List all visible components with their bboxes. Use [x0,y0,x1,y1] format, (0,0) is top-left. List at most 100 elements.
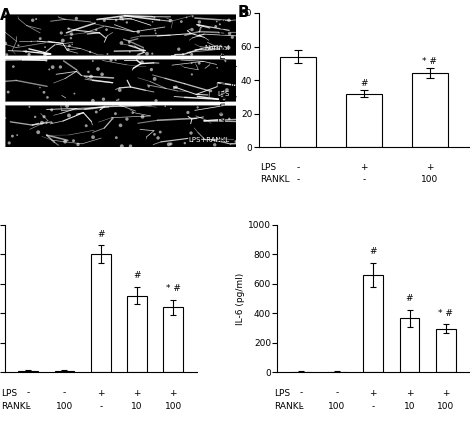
Text: -: - [27,402,30,411]
Text: RANKL: RANKL [1,402,31,411]
Point [26,103,33,110]
Text: #: # [370,248,377,256]
Point [63,103,71,110]
Point [220,96,228,103]
Point [123,19,131,26]
Point [22,48,30,55]
Point [216,21,224,28]
Point [187,129,195,136]
Point [232,138,240,145]
Point [149,18,156,25]
Point [112,17,120,24]
Point [156,129,164,136]
Text: -: - [362,175,365,184]
Point [5,139,13,146]
Text: #: # [133,271,141,280]
Point [115,96,122,103]
Text: +: + [133,389,141,397]
Point [151,131,158,138]
Text: A: A [0,8,12,23]
Text: -: - [336,389,339,397]
Point [112,56,119,63]
Point [220,88,228,95]
Point [165,141,173,148]
Point [31,113,39,120]
Point [98,71,106,78]
Point [68,41,76,48]
Point [118,143,126,150]
Point [36,35,44,42]
Point [65,42,73,49]
Text: * #: * # [422,57,437,66]
Point [119,16,127,23]
Point [73,15,80,22]
Point [162,103,169,110]
Point [64,46,72,53]
Text: LPS: LPS [273,389,290,397]
Point [15,42,22,49]
Point [85,68,92,75]
Text: 10: 10 [404,402,415,411]
Point [181,140,189,147]
Text: 10: 10 [131,402,143,411]
Text: -: - [99,402,102,411]
Point [104,51,111,58]
Bar [364,275,383,372]
Point [118,39,125,46]
Text: 100: 100 [437,402,455,411]
Text: -: - [296,175,300,184]
Text: +: + [370,389,377,397]
Point [40,113,48,120]
Point [195,60,203,67]
Point [129,109,137,116]
Point [184,109,191,116]
Point [194,104,201,111]
Point [139,113,146,120]
Bar [436,329,456,372]
Point [217,42,225,49]
Point [172,84,180,90]
Text: LPS+RANKL: LPS+RANKL [188,136,229,142]
Point [218,111,225,118]
Point [226,30,233,37]
Point [219,52,226,58]
Point [9,63,17,70]
Point [148,50,156,57]
Point [221,58,229,65]
Point [143,50,151,57]
Point [218,92,226,99]
Point [134,102,141,109]
Bar [411,73,448,147]
Point [151,75,158,82]
Bar [163,307,183,372]
Point [167,140,175,147]
Text: +: + [360,163,368,172]
Point [92,109,100,116]
Text: #: # [360,79,368,87]
Point [1,40,9,47]
Point [82,122,90,129]
Point [40,89,48,96]
Point [112,110,119,117]
Point [3,51,10,58]
Point [126,39,133,46]
Text: B: B [237,5,249,20]
Point [147,66,155,73]
Bar [5,59,237,101]
Point [27,38,35,45]
Point [89,58,97,65]
Point [35,129,42,136]
Point [213,18,220,25]
Text: +: + [442,389,449,397]
Point [228,34,236,41]
Text: 100: 100 [56,402,73,411]
Point [196,19,203,26]
Point [38,119,46,126]
Point [59,37,66,44]
Bar [55,371,74,372]
Point [189,13,196,20]
Point [29,17,36,24]
Text: * #: * # [166,284,181,294]
Point [170,84,178,91]
Point [167,105,175,112]
